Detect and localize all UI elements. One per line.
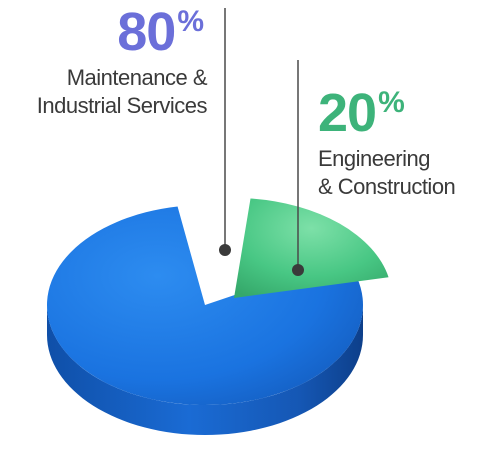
slice-label-maintenance: Maintenance & Industrial Services xyxy=(36,64,208,120)
slice-label-engineering-line1: Engineering xyxy=(318,146,430,171)
slice-label-engineering: Engineering & Construction xyxy=(318,145,456,201)
leader-dot-0 xyxy=(219,244,231,256)
percent-sign-engineering: % xyxy=(378,86,405,119)
percent-sign-maintenance: % xyxy=(177,5,204,38)
slice-label-maintenance-line1: Maintenance & xyxy=(66,65,208,90)
percent-label-maintenance: 80% xyxy=(117,5,204,59)
leader-dot-1 xyxy=(292,264,304,276)
slice-label-maintenance-line2: Industrial Services xyxy=(36,93,208,118)
percent-value-maintenance: 80 xyxy=(117,2,176,62)
percent-value-engineering: 20 xyxy=(318,83,377,143)
slice-label-engineering-line2: & Construction xyxy=(318,174,456,199)
percent-label-engineering: 20% xyxy=(318,86,405,140)
pie-slice-0 xyxy=(46,206,363,435)
pie-slice-1 xyxy=(234,198,389,298)
